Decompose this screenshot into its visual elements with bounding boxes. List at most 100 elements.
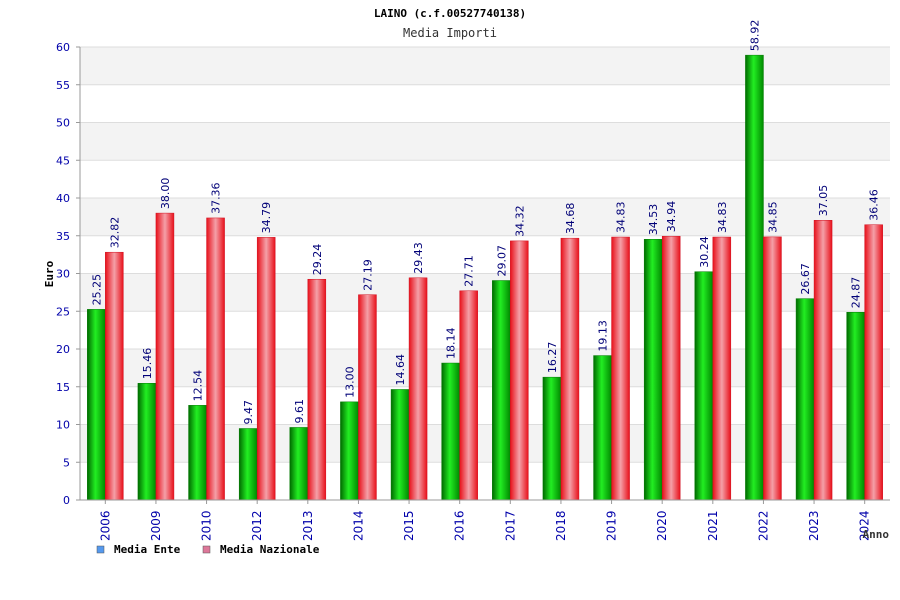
x-tick-label: 2015 (402, 510, 416, 541)
bar-media-nazionale-2024 (864, 224, 883, 501)
bar-media-ente-2010 (188, 405, 207, 501)
bar-media-ente-2018 (542, 376, 562, 501)
bar-value-label: 34.83 (615, 202, 628, 234)
y-tick-label: 35 (56, 230, 70, 243)
x-tick-label: 2006 (98, 510, 112, 541)
bar-media-nazionale-2019 (611, 236, 630, 501)
x-tick-label: 2017 (503, 510, 517, 541)
bar-media-nazionale-2015 (408, 277, 428, 501)
bar-media-ente-2019 (593, 355, 612, 501)
y-axis-label: Euro (43, 260, 56, 287)
x-tick-label: 2021 (706, 510, 720, 541)
bar-media-ente-2013 (289, 427, 309, 501)
legend-swatch (96, 545, 105, 554)
x-tick-label: 2013 (301, 510, 315, 541)
bar-value-label: 18.14 (445, 328, 458, 360)
bar-value-label: 34.79 (260, 202, 273, 234)
y-tick-label: 25 (56, 305, 70, 318)
bar-value-label: 34.85 (766, 201, 779, 233)
x-tick-label: 2010 (200, 510, 214, 541)
y-tick-label: 20 (56, 343, 70, 356)
bar-value-label: 37.36 (210, 182, 223, 214)
bar-media-ente-2006 (87, 309, 106, 501)
bar-media-ente-2022 (745, 54, 764, 501)
bar-media-nazionale-2022 (763, 236, 782, 501)
x-tick-label: 2009 (149, 510, 163, 541)
plot-band (80, 160, 890, 198)
bar-value-label: 12.54 (192, 370, 205, 402)
bar-value-label: 26.67 (799, 263, 812, 295)
y-tick-label: 55 (56, 79, 70, 92)
y-tick-label: 5 (63, 456, 70, 469)
bar-media-ente-2016 (441, 362, 460, 501)
y-tick-label: 40 (56, 192, 70, 205)
bar-media-nazionale-2016 (459, 290, 478, 501)
bar-media-nazionale-2020 (661, 235, 681, 501)
y-tick-label: 30 (56, 268, 70, 281)
chart-title: LAINO (c.f.00527740138) (374, 7, 526, 20)
chart-subtitle: Media Importi (403, 26, 497, 40)
bar-value-label: 29.07 (495, 245, 508, 277)
legend-label: Media Nazionale (220, 543, 320, 556)
bar-value-label: 14.64 (394, 354, 407, 386)
y-axis: 0 5 10 15 20 25 30 35 40 45 50 55 60 (56, 41, 81, 507)
plot-band (80, 47, 890, 85)
bar-media-ente-2009 (137, 383, 157, 501)
legend: Media Ente Media Nazionale (96, 543, 320, 556)
bar-value-label: 25.25 (90, 274, 103, 306)
x-tick-label: 2024 (858, 510, 872, 541)
bar-value-label: 9.47 (242, 400, 255, 425)
bar-value-label: 27.71 (463, 255, 476, 287)
bar-value-label: 16.27 (546, 342, 559, 374)
bar-value-label: 34.83 (716, 202, 729, 234)
bar-media-nazionale-2010 (206, 217, 225, 501)
bar-value-label: 32.82 (108, 217, 121, 249)
bar-media-nazionale-2013 (307, 278, 327, 501)
bar-value-label: 29.43 (412, 242, 425, 274)
legend-swatch (202, 545, 211, 554)
x-tick-label: 2023 (807, 510, 821, 541)
bar-value-label: 15.46 (141, 348, 154, 380)
bar-value-label: 9.61 (293, 399, 306, 424)
bar-value-label: 38.00 (159, 178, 172, 210)
plot-band (80, 84, 890, 123)
bar-value-label: 34.32 (513, 205, 526, 237)
bar-media-ente-2024 (846, 311, 865, 501)
bar-media-ente-2012 (238, 428, 258, 501)
legend-label: Media Ente (114, 543, 181, 556)
bar-media-ente-2021 (694, 271, 714, 501)
bar-media-nazionale-2018 (560, 237, 580, 501)
x-tick-label: 2018 (554, 510, 568, 541)
plot-band (80, 122, 890, 161)
bar-value-label: 27.19 (361, 259, 374, 291)
bar-media-ente-2023 (795, 298, 815, 501)
bar-value-label: 19.13 (597, 320, 610, 352)
y-tick-label: 50 (56, 117, 70, 130)
x-axis: 2006 2009 2010 2012 2013 2014 2015 2016 2017 2018… (80, 499, 890, 541)
bar-media-nazionale-2023 (813, 220, 833, 501)
y-tick-label: 15 (56, 381, 70, 394)
bar-value-label: 36.46 (868, 189, 881, 221)
bar-media-nazionale-2014 (358, 294, 377, 501)
bar-media-nazionale-2009 (155, 212, 175, 501)
bar-media-nazionale-2021 (712, 236, 732, 501)
bar-value-label: 34.53 (647, 204, 660, 236)
bar-value-label: 30.24 (698, 236, 711, 268)
x-tick-label: 2012 (250, 510, 264, 541)
bar-media-ente-2020 (643, 239, 663, 501)
y-tick-label: 45 (56, 154, 70, 167)
bar-media-ente-2014 (340, 401, 359, 501)
bar-media-nazionale-2012 (256, 237, 276, 501)
bar-media-ente-2015 (390, 389, 410, 501)
bar-value-label: 24.87 (850, 277, 863, 309)
x-tick-label: 2014 (351, 510, 365, 541)
bar-media-nazionale-2006 (105, 251, 124, 501)
bar-value-label: 29.24 (311, 244, 324, 276)
x-axis-label: Anno (863, 528, 890, 541)
bar-value-label: 13.00 (343, 366, 356, 398)
bar-media-nazionale-2017 (510, 240, 529, 501)
x-tick-label: 2020 (655, 510, 669, 541)
bar-value-label: 37.05 (817, 185, 830, 217)
y-tick-label: 0 (63, 494, 70, 507)
